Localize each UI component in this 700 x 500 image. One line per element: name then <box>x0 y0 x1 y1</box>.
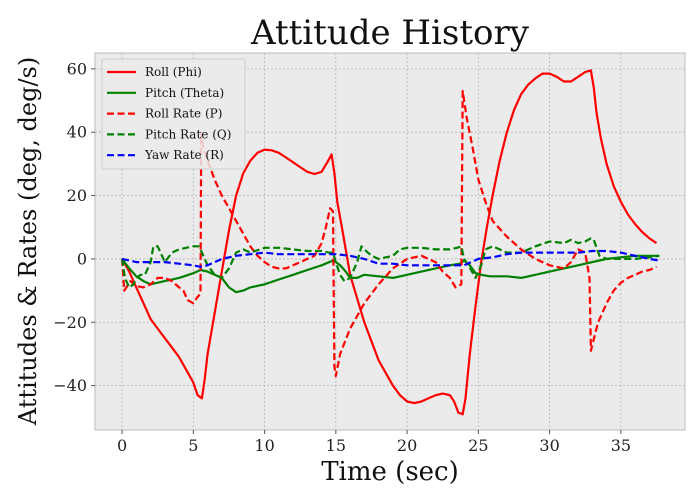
y-tick-label: 0 <box>77 249 87 268</box>
x-tick-label: 5 <box>188 436 198 455</box>
x-tick-label: 30 <box>539 436 559 455</box>
legend-box <box>101 58 246 170</box>
x-tick-label: 0 <box>117 436 127 455</box>
y-tick-label: 40 <box>67 123 87 142</box>
y-tick-label: 60 <box>67 59 87 78</box>
series-line-1 <box>121 69 658 416</box>
plot-frame <box>94 52 686 431</box>
series-line-3 <box>121 89 657 378</box>
y-tick-label: 20 <box>67 186 87 205</box>
y-tick-labels: −40 −20 0 20 40 60 <box>53 59 95 395</box>
legend-label: Pitch (Theta) <box>145 86 224 100</box>
chart-title: Attitude History <box>250 13 530 53</box>
x-tick-label: 25 <box>468 436 488 455</box>
x-axis-label: Time (sec) <box>321 457 459 487</box>
legend-label: Roll (Phi) <box>145 65 202 79</box>
y-tick-label: −20 <box>53 313 87 332</box>
x-tick-labels: 0 5 10 15 20 25 30 35 <box>117 430 631 455</box>
legend-label: Roll Rate (P) <box>145 107 222 121</box>
legend-label: Yaw Rate (R) <box>144 148 224 162</box>
series-layer <box>121 69 660 416</box>
series-line-4 <box>121 237 660 289</box>
series-line-5 <box>121 249 660 268</box>
x-tick-label: 10 <box>254 436 274 455</box>
legend-label: Pitch Rate (Q) <box>145 127 231 141</box>
y-axis-label: Attitudes & Rates (deg, deg/s) <box>14 57 42 426</box>
x-tick-label: 35 <box>611 436 631 455</box>
x-tick-label: 20 <box>397 436 417 455</box>
y-tick-label: −40 <box>53 376 87 395</box>
x-tick-label: 15 <box>326 436 346 455</box>
legend: Roll (Phi) Pitch (Theta) Roll Rate (P) Pitc… <box>101 58 246 170</box>
